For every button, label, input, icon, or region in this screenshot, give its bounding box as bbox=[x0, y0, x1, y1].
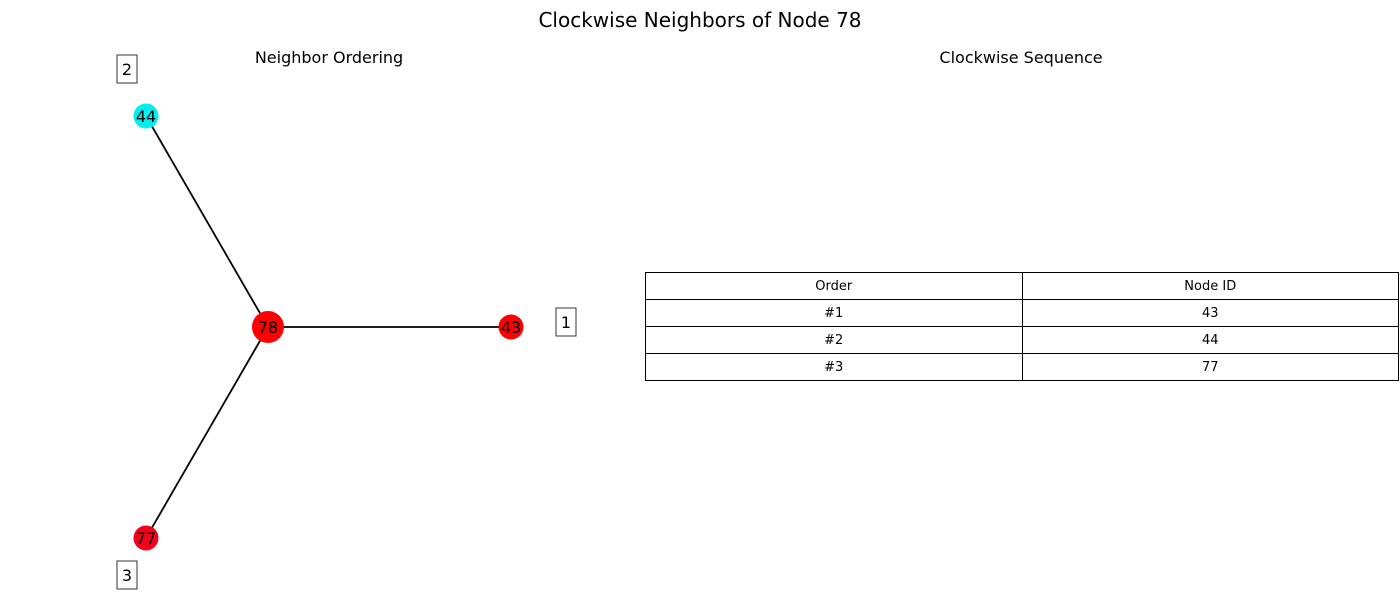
order-cell: #1 bbox=[645, 299, 1023, 327]
clockwise-sequence-title: Clockwise Sequence bbox=[939, 48, 1103, 67]
node-id-cell: 43 bbox=[1021, 299, 1399, 327]
neighbor-node bbox=[498, 314, 524, 340]
figure-title: Clockwise Neighbors of Node 78 bbox=[538, 8, 862, 32]
neighbor-ordering-title: Neighbor Ordering bbox=[254, 48, 404, 67]
header-order: Order bbox=[645, 272, 1023, 300]
order-label-box bbox=[116, 54, 138, 84]
table-header-row: Order Node ID bbox=[645, 272, 1399, 300]
table-row: #3 77 bbox=[645, 353, 1399, 381]
order-label-box bbox=[555, 307, 577, 337]
center-node bbox=[252, 311, 284, 343]
edge-78-77 bbox=[145, 326, 269, 539]
order-label: 3 bbox=[122, 566, 132, 585]
center-node-label: 78 bbox=[258, 318, 278, 337]
neighbor-node bbox=[133, 525, 159, 551]
node-id-cell: 77 bbox=[1021, 353, 1399, 381]
order-label: 2 bbox=[122, 60, 132, 79]
order-label: 1 bbox=[561, 313, 571, 332]
edge-78-44 bbox=[145, 115, 269, 328]
neighbor-node bbox=[133, 103, 159, 129]
table-row: #1 43 bbox=[645, 299, 1399, 327]
neighbor-node-label: 43 bbox=[501, 318, 521, 337]
header-node-id: Node ID bbox=[1021, 272, 1399, 300]
node-id-cell: 44 bbox=[1021, 326, 1399, 354]
order-label-box bbox=[116, 560, 138, 590]
sequence-table: Order Node ID #1 43 #2 44 #3 77 bbox=[645, 272, 1399, 381]
neighbor-node-label: 77 bbox=[136, 529, 156, 548]
order-cell: #2 bbox=[645, 326, 1023, 354]
order-cell: #3 bbox=[645, 353, 1023, 381]
neighbor-graph: 78 43 1 44 2 773 bbox=[116, 54, 577, 590]
neighbor-node-label: 44 bbox=[136, 107, 156, 126]
table-row: #2 44 bbox=[645, 326, 1399, 354]
